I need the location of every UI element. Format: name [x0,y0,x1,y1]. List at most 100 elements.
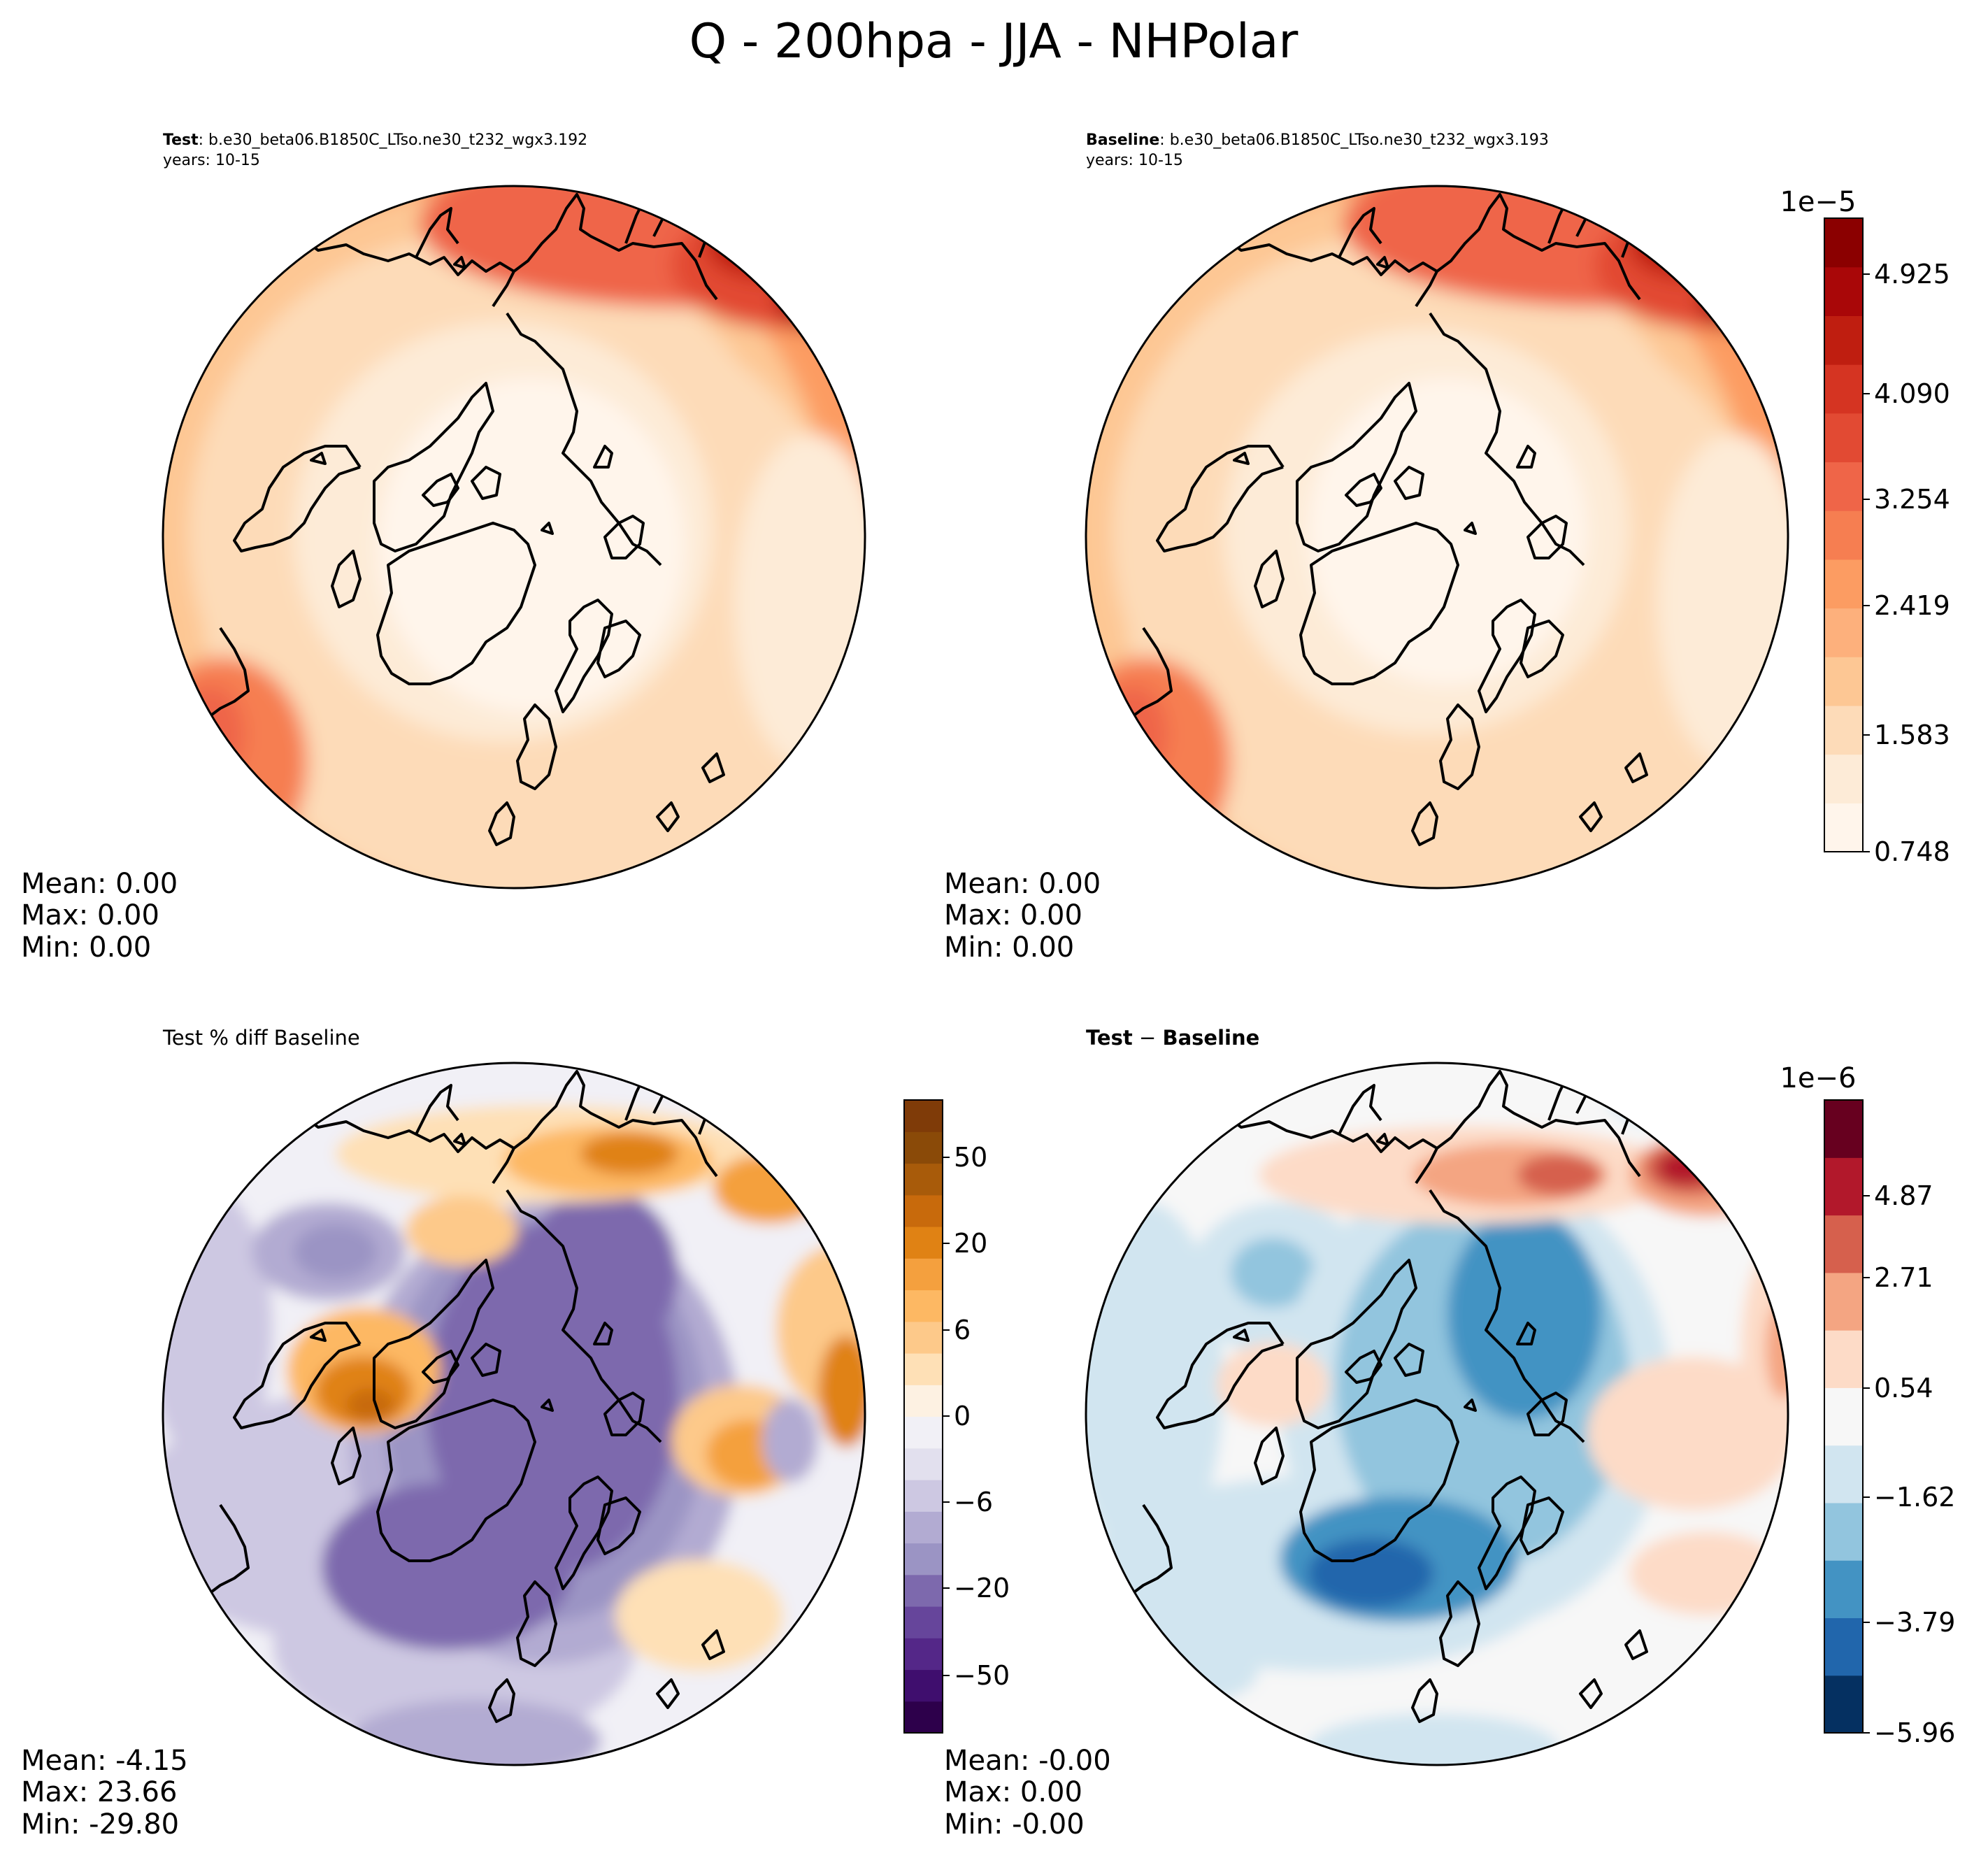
top-colorbar-tick-label: 0.748 [1874,836,1950,867]
panel-baseline-map [1086,186,1788,888]
diff-colorbar-swatch [1824,1157,1863,1216]
top-colorbar-tick-label: 3.254 [1874,484,1950,515]
top-colorbar-swatch [1824,510,1863,560]
diff-colorbar-tick-label: 2.71 [1874,1262,1933,1293]
panel-test-map [163,186,865,888]
top-colorbar-swatch [1824,705,1863,755]
panel-diff-boundary [1085,1062,1789,1766]
diff-colorbar-swatch [1824,1560,1863,1619]
pct-colorbar-tick-label: −50 [954,1660,1010,1691]
panel-test: Test: b.e30_beta06.B1850C_LTso.ne30_t232… [21,131,866,964]
diff-colorbar-swatch [1824,1502,1863,1561]
pct-colorbar-swatch [904,1669,943,1702]
pct-colorbar-tick-label: 6 [954,1315,971,1345]
top-colorbar-swatch [1824,462,1863,511]
pct-colorbar-swatch [904,1163,943,1196]
pct-colorbar-swatch [904,1480,943,1512]
pct-colorbar-swatch [904,1574,943,1607]
pct-colorbar-tick-label: 50 [954,1142,987,1173]
pct-colorbar-swatch [904,1100,943,1132]
pct-colorbar-swatch [904,1227,943,1259]
pct-colorbar-swatch [904,1606,943,1638]
diff-colorbar-frame [1824,1099,1864,1734]
top-colorbar-swatch [1824,754,1863,803]
panel-diff-title: Test − Baseline [1086,1026,1259,1050]
panel-baseline-label: Baseline: b.e30_beta06.B1850C_LTso.ne30_… [1086,131,1549,149]
diff-colorbar-tick-label: 0.54 [1874,1373,1933,1403]
panel-test-min: Min: 0.00 [21,931,151,964]
diff-colorbar-swatch [1824,1100,1863,1158]
diff-colorbar-swatch [1824,1330,1863,1388]
panel-pct-diff-mean: Mean: -4.15 [21,1745,188,1777]
panel-diff-mean: Mean: -0.00 [944,1745,1111,1777]
top-colorbar-swatch [1824,803,1863,852]
top-colorbar-swatch [1824,364,1863,414]
colorbar-diff: 1e−6 4.87 2.71 0.54 −1.62 −3.79 −5.96 [1780,1062,1955,1748]
pct-colorbar-swatch [904,1321,943,1354]
top-colorbar-swatch [1824,266,1863,316]
pct-colorbar-swatch [904,1511,943,1544]
colorbar-pct: 50 20 6 0 −6 −20 −50 [903,1099,1010,1734]
pct-colorbar-swatch [904,1543,943,1575]
diff-colorbar-swatch [1824,1617,1863,1676]
panel-baseline-boundary [1085,185,1789,889]
top-colorbar-swatch [1824,559,1863,609]
top-colorbar-frame [1824,217,1864,852]
panel-baseline-label-bold: Baseline [1086,131,1159,149]
pct-colorbar-tick-label: 20 [954,1228,987,1259]
pct-colorbar-swatch [904,1289,943,1322]
diff-colorbar-swatch [1824,1445,1863,1503]
diff-colorbar-tick-label: 4.87 [1874,1180,1933,1211]
diff-colorbar-swatch [1824,1215,1863,1273]
panel-diff: Test − Baseline [944,1026,1789,1841]
panel-test-boundary [162,185,866,889]
panel-pct-diff: Test % diff Baseline [21,1026,866,1841]
diff-colorbar-tick-label: −5.96 [1874,1717,1955,1748]
top-colorbar-swatch [1824,315,1863,365]
top-colorbar-tick-label: 1.583 [1874,720,1950,750]
panel-diff-title-b: Baseline [1162,1026,1259,1050]
pct-colorbar-swatch [904,1258,943,1291]
panel-baseline-mean: Mean: 0.00 [944,868,1101,900]
pct-colorbar-swatch [904,1448,943,1480]
pct-colorbar-swatch [904,1638,943,1671]
panel-pct-diff-max: Max: 23.66 [21,1776,177,1808]
pct-colorbar-swatch [904,1701,943,1734]
panel-test-label-text: : b.e30_beta06.B1850C_LTso.ne30_t232_wgx… [199,131,588,149]
colorbar-diff-offset: 1e−6 [1780,1062,1856,1094]
diff-colorbar-tick-label: −1.62 [1874,1482,1955,1513]
colorbar-top-offset: 1e−5 [1780,186,1856,218]
top-colorbar-tick-label: 4.925 [1874,259,1950,290]
panel-test-mean: Mean: 0.00 [21,868,178,900]
diff-colorbar-swatch [1824,1387,1863,1446]
pct-colorbar-swatch [904,1194,943,1227]
panel-diff-map [1086,1063,1788,1765]
figure-title: Q - 200hpa - JJA - NHPolar [689,14,1299,69]
panel-test-label-bold: Test [163,131,199,149]
pct-colorbar-swatch [904,1416,943,1449]
top-colorbar-tick-label: 2.419 [1874,590,1950,621]
panel-baseline-max: Max: 0.00 [944,899,1082,931]
pct-colorbar-swatch [904,1353,943,1385]
pct-colorbar-swatch [904,1385,943,1417]
diff-colorbar-tick-label: −3.79 [1874,1607,1955,1638]
panel-baseline-min: Min: 0.00 [944,931,1074,964]
top-colorbar-tick-label: 4.090 [1874,378,1950,409]
pct-colorbar-swatch [904,1131,943,1164]
panel-test-years: years: 10-15 [163,152,260,169]
pct-colorbar-tick-label: −6 [954,1487,993,1517]
panel-test-max: Max: 0.00 [21,899,159,931]
panel-pct-diff-min: Min: -29.80 [21,1808,179,1841]
diff-colorbar-swatch [1824,1675,1863,1734]
panel-test-label: Test: b.e30_beta06.B1850C_LTso.ne30_t232… [163,131,587,149]
panel-baseline-label-text: : b.e30_beta06.B1850C_LTso.ne30_t232_wgx… [1159,131,1549,149]
panel-baseline: Baseline: b.e30_beta06.B1850C_LTso.ne30_… [944,131,1789,964]
top-colorbar-swatch [1824,218,1863,268]
top-colorbar-swatch [1824,657,1863,706]
panel-diff-min: Min: -0.00 [944,1808,1085,1841]
panel-diff-max: Max: 0.00 [944,1776,1082,1808]
panel-baseline-years: years: 10-15 [1086,152,1183,169]
top-colorbar-swatch [1824,413,1863,463]
pct-colorbar-tick-label: −20 [954,1573,1010,1603]
